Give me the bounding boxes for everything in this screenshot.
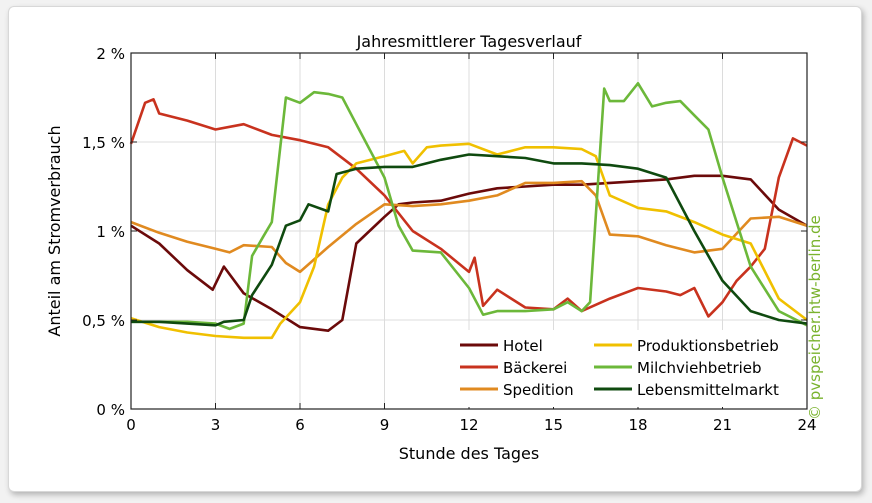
legend-label: Produktionsbetrieb bbox=[637, 337, 779, 355]
x-axis-label: Stunde des Tages bbox=[399, 444, 539, 463]
series-line-milchviehbetrieb bbox=[131, 82, 808, 331]
legend-label: Hotel bbox=[503, 337, 543, 355]
series-line-hotel bbox=[130, 174, 808, 332]
legend-label: Bäckerei bbox=[503, 359, 567, 377]
x-tick-label: 3 bbox=[211, 416, 221, 434]
y-tick-label: 0,5 % bbox=[82, 312, 125, 330]
x-tick-label: 18 bbox=[628, 416, 647, 434]
legend-label: Milchviehbetrieb bbox=[637, 359, 762, 377]
plot-frame bbox=[130, 52, 808, 410]
series-line-bäckerei bbox=[129, 98, 808, 318]
x-tick-label: 12 bbox=[459, 416, 478, 434]
x-tick-label: 15 bbox=[544, 416, 563, 434]
series-line-spedition bbox=[130, 179, 808, 274]
y-axis-label: Anteil am Stromverbrauch bbox=[45, 125, 64, 336]
x-tick-label: 24 bbox=[797, 416, 816, 434]
x-tick-label: 6 bbox=[295, 416, 305, 434]
legend-label: Spedition bbox=[503, 381, 574, 399]
y-tick-label: 1 % bbox=[96, 223, 125, 241]
x-tick-label: 21 bbox=[713, 416, 732, 434]
chart-title: Jahresmittlerer Tagesverlauf bbox=[356, 32, 582, 51]
y-tick-label: 0 % bbox=[96, 401, 125, 419]
y-tick-label: 2 % bbox=[96, 45, 125, 63]
series-line-produktionsbetrieb bbox=[130, 142, 808, 340]
y-tick-label: 1,5 % bbox=[82, 134, 125, 152]
series-line-lebensmittelmarkt bbox=[131, 153, 808, 327]
legend-label: Lebensmittelmarkt bbox=[637, 381, 779, 399]
x-tick-label: 0 bbox=[126, 416, 136, 434]
x-tick-label: 9 bbox=[380, 416, 390, 434]
watermark: © pvspeicher.htw-berlin.de bbox=[806, 215, 824, 420]
